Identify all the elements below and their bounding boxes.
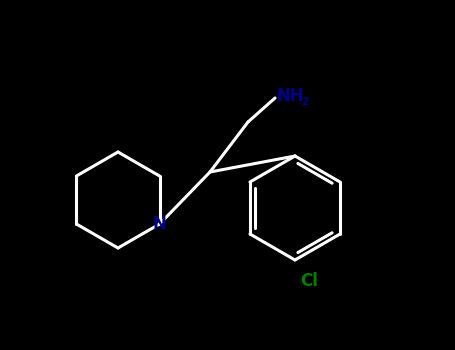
Text: NH: NH bbox=[277, 87, 305, 105]
Text: 2: 2 bbox=[301, 97, 309, 107]
Text: Cl: Cl bbox=[300, 272, 318, 290]
Text: N: N bbox=[152, 215, 167, 233]
